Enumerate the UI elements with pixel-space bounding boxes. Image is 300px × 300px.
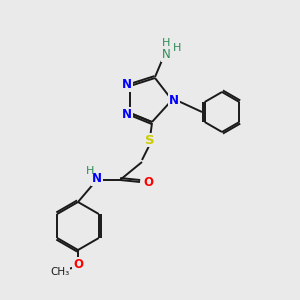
Text: N: N — [122, 107, 132, 121]
Text: CH₃: CH₃ — [50, 267, 70, 277]
Text: N: N — [169, 94, 179, 106]
Text: N: N — [92, 172, 102, 185]
Text: N: N — [162, 49, 170, 62]
Text: H: H — [173, 43, 182, 53]
Text: O: O — [143, 176, 153, 188]
Text: H: H — [86, 166, 94, 176]
Text: O: O — [73, 257, 83, 271]
Text: H: H — [162, 38, 170, 48]
Text: N: N — [122, 79, 132, 92]
Text: S: S — [145, 134, 155, 146]
